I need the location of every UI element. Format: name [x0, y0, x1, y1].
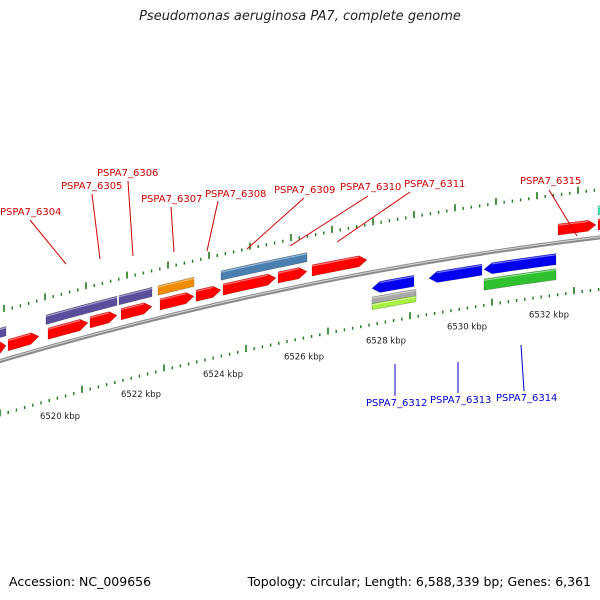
scale-label: 6532 kbp: [529, 310, 569, 320]
forward-gene-arrow[interactable]: [159, 292, 195, 311]
scale-label: 6522 kbp: [121, 390, 161, 400]
genome-backbone: [0, 235, 600, 364]
accession-text: Accession: NC_009656: [9, 574, 152, 589]
inner-tick-ring: [0, 287, 600, 417]
forward-gene-arrow[interactable]: [7, 332, 40, 352]
forward-gene-arrow[interactable]: [89, 311, 118, 329]
svg-text:PSPA7_6313: PSPA7_6313: [430, 395, 491, 406]
forward-gene-arrow[interactable]: [222, 273, 277, 296]
svg-text:PSPA7_6310: PSPA7_6310: [340, 182, 401, 193]
label-pspa7-6314[interactable]: PSPA7_6314: [496, 344, 557, 404]
feature-orange[interactable]: [157, 276, 195, 296]
label-pspa7-6308[interactable]: PSPA7_6308: [205, 189, 266, 252]
forward-gene-arrow[interactable]: [47, 318, 89, 340]
reverse-gene-arrow[interactable]: [483, 253, 557, 275]
label-pspa7-6311[interactable]: PSPA7_6311: [336, 179, 465, 243]
svg-text:PSPA7_6306: PSPA7_6306: [97, 168, 158, 179]
feature-green[interactable]: [483, 268, 557, 291]
feature-tracks: [0, 205, 600, 357]
label-pspa7-6307[interactable]: PSPA7_6307: [141, 194, 202, 253]
label-pspa7-6315[interactable]: PSPA7_6315: [520, 176, 581, 237]
feature-steelblue[interactable]: [220, 252, 308, 281]
genome-summary-text: Topology: circular; Length: 6,588,339 bp…: [247, 574, 591, 589]
reverse-gene-arrow[interactable]: [371, 274, 415, 293]
label-pspa7-6309[interactable]: PSPA7_6309: [246, 185, 335, 250]
svg-text:PSPA7_6305: PSPA7_6305: [61, 181, 122, 192]
forward-gene-arrow[interactable]: [0, 341, 7, 357]
feature-purple[interactable]: [45, 295, 118, 325]
label-pspa7-6312[interactable]: PSPA7_6312: [366, 364, 427, 409]
svg-text:PSPA7_6315: PSPA7_6315: [520, 176, 581, 187]
forward-gene-arrow[interactable]: [557, 219, 597, 236]
scale-labels: 6520 kbp 6522 kbp 6524 kbp 6526 kbp 6528 kbp…: [40, 310, 569, 422]
feature-lightgreen[interactable]: [371, 295, 417, 311]
forward-gene-arrow[interactable]: [311, 255, 368, 277]
label-pspa7-6304[interactable]: PSPA7_6304: [0, 207, 67, 265]
svg-text:PSPA7_6308: PSPA7_6308: [205, 189, 266, 200]
outer-tick-ring: [3, 186, 596, 312]
scale-label: 6520 kbp: [40, 412, 80, 422]
feature-purple[interactable]: [0, 326, 7, 340]
backbone-highlight: [0, 236, 600, 362]
svg-text:PSPA7_6312: PSPA7_6312: [366, 398, 427, 409]
scale-label: 6524 kbp: [203, 370, 243, 380]
gene-callouts: PSPA7_6304 PSPA7_6305 PSPA7_6306 PSPA7_6307…: [0, 168, 581, 409]
scale-label: 6530 kbp: [447, 323, 487, 333]
label-pspa7-6306[interactable]: PSPA7_6306: [97, 168, 158, 257]
svg-text:PSPA7_6304: PSPA7_6304: [0, 207, 61, 218]
scale-label: 6526 kbp: [284, 352, 324, 362]
svg-text:PSPA7_6311: PSPA7_6311: [404, 179, 465, 190]
label-pspa7-6305[interactable]: PSPA7_6305: [61, 181, 122, 260]
scale-label: 6528 kbp: [366, 336, 406, 346]
svg-text:PSPA7_6309: PSPA7_6309: [274, 185, 335, 196]
svg-text:PSPA7_6314: PSPA7_6314: [496, 393, 557, 404]
forward-gene-arrow[interactable]: [195, 285, 222, 302]
label-pspa7-6313[interactable]: PSPA7_6313: [430, 362, 491, 406]
label-pspa7-6310[interactable]: PSPA7_6310: [289, 182, 401, 247]
feature-purple[interactable]: [118, 286, 153, 306]
reverse-gene-arrow[interactable]: [428, 263, 483, 283]
forward-gene-arrow[interactable]: [277, 267, 308, 284]
map-title: Pseudomonas aeruginosa PA7, complete gen…: [139, 9, 461, 24]
svg-text:PSPA7_6307: PSPA7_6307: [141, 194, 202, 205]
forward-gene-arrow[interactable]: [120, 302, 153, 321]
